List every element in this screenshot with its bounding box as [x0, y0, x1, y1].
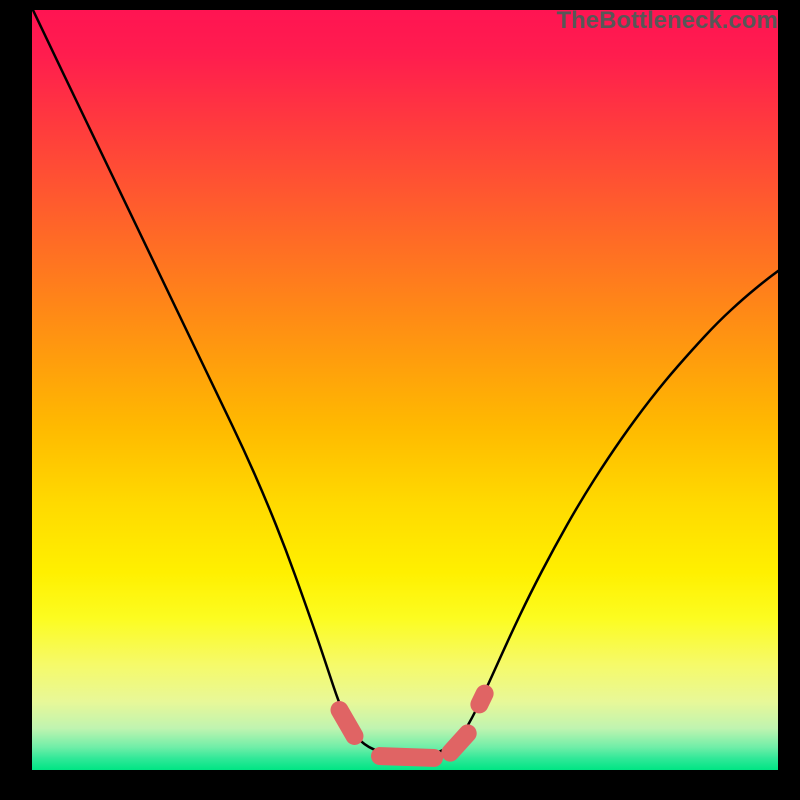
highlight-segment-1	[371, 747, 444, 768]
curve-svg	[32, 10, 778, 770]
watermark: TheBottleneck.com	[557, 7, 778, 35]
plot-area	[32, 10, 778, 770]
bottleneck-curve	[32, 10, 778, 756]
